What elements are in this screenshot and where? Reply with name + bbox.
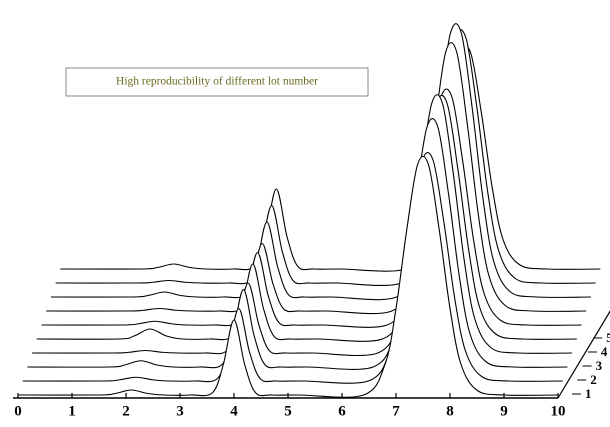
trace [36,94,577,342]
trace [32,94,573,357]
x-tick-label: 8 [446,403,454,419]
trace [60,44,601,272]
trace [50,23,591,301]
z-tick-label: 1 [585,386,592,401]
trace [55,29,596,287]
annotation-box [65,67,369,97]
x-tick-label: 7 [392,403,400,419]
trace [27,118,568,370]
x-tick-label: 2 [122,403,130,419]
z-tick-label: 2 [590,372,597,387]
annotation: High reproducibility of different lot nu… [116,76,318,88]
x-tick-label: 1 [68,403,76,419]
x-tick-label: 3 [176,403,184,419]
trace [41,88,582,328]
x-tick-label: 9 [500,403,508,419]
z-tick-label: 3 [596,358,603,373]
trace [17,155,559,398]
x-tick-label: 10 [551,403,566,419]
trace-mask [18,156,558,398]
x-tick-label: 0 [14,403,22,419]
trace [22,151,563,384]
z-axis [557,310,610,399]
z-tick-label: 4 [601,344,608,359]
x-tick-label: 5 [284,403,292,419]
x-tick-label: 6 [338,403,346,419]
z-tick-label: 5 [606,330,610,345]
trace [46,42,587,315]
x-tick-label: 4 [230,403,238,419]
